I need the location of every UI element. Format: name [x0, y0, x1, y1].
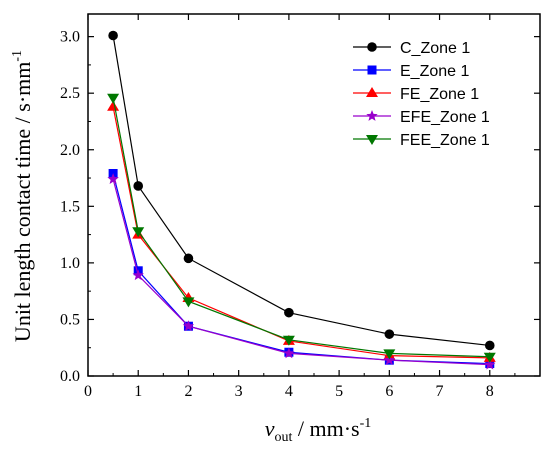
data-point-fee-zone-1 — [132, 227, 145, 238]
legend-label: FEE_Zone 1 — [400, 132, 490, 149]
y-axis-title-main: Unit length contact time / s·mm — [10, 62, 35, 342]
legend-marker — [366, 135, 378, 145]
axis-layer: 0 1 2 3 4 5 6 7 8 0.0 0.5 1.0 1.5 2.0 2.5 3.0 — [60, 13, 541, 400]
data-point-fee-zone-1 — [182, 297, 195, 308]
x-axis-title-superscript: -1 — [360, 416, 372, 431]
legend-entry-e-zone-1: E_Zone 1 — [353, 63, 469, 80]
data-point-fee-zone-1 — [282, 335, 295, 346]
y-tick-label: 0.5 — [60, 311, 80, 328]
legend-label: E_Zone 1 — [400, 63, 469, 80]
legend-label: C_Zone 1 — [400, 40, 470, 57]
plot-layer — [107, 30, 496, 370]
x-tick-label: 8 — [486, 383, 494, 400]
series-efe-zone-1 — [107, 173, 496, 370]
legend-label: EFE_Zone 1 — [400, 109, 490, 126]
x-tick-label: 6 — [385, 383, 393, 400]
data-point-c-zone-1 — [284, 307, 294, 318]
x-axis-title-unit: / mm·s — [292, 416, 359, 441]
data-point-fee-zone-1 — [107, 93, 120, 104]
data-point-c-zone-1 — [484, 340, 495, 351]
series-line-c-zone-1 — [112, 35, 490, 347]
data-point-efe-zone-1 — [484, 358, 496, 370]
legend-marker — [366, 87, 378, 97]
x-tick-label: 1 — [134, 383, 142, 400]
x-axis-title-subscript: out — [274, 430, 292, 445]
legend-marker — [367, 65, 377, 75]
y-tick-label: 2.5 — [60, 85, 80, 102]
data-point-fee-zone-1 — [483, 352, 496, 363]
y-axis-title-superscript: -1 — [10, 50, 25, 62]
y-tick-label: 3.0 — [60, 29, 80, 46]
x-tick-label: 0 — [84, 383, 92, 400]
series-c-zone-1 — [108, 30, 495, 351]
series-line-e-zone-1 — [112, 173, 490, 365]
x-tick-label: 5 — [335, 383, 343, 400]
y-tick-label: 0.0 — [60, 368, 80, 385]
data-point-c-zone-1 — [384, 329, 395, 339]
data-point-efe-zone-1 — [383, 354, 396, 366]
data-point-c-zone-1 — [183, 253, 194, 264]
series-line-fe-zone-1 — [112, 106, 490, 359]
x-tick-label: 4 — [285, 383, 293, 400]
x-axis-title-symbol: v — [265, 416, 275, 441]
series-fee-zone-1 — [107, 93, 496, 363]
data-point-fe-zone-1 — [107, 100, 120, 111]
series-e-zone-1 — [108, 169, 495, 369]
y-tick-label: 1.5 — [60, 198, 80, 215]
series-line-fee-zone-1 — [112, 97, 490, 358]
legend-entry-fee-zone-1: FEE_Zone 1 — [353, 132, 490, 149]
x-tick-label: 7 — [436, 383, 444, 400]
data-point-c-zone-1 — [108, 30, 118, 41]
y-tick-label: 1.0 — [60, 255, 80, 272]
legend: C_Zone 1 E_Zone 1 FE_Zone 1 EFE_Zone 1 FEE_Z… — [353, 40, 490, 149]
data-point-efe-zone-1 — [132, 269, 144, 281]
plot-frame — [87, 13, 541, 377]
x-tick-label: 3 — [235, 383, 243, 400]
data-point-efe-zone-1 — [107, 173, 119, 185]
x-axis-title: vout / mm·s-1 — [265, 416, 372, 445]
y-tick-label: 2.0 — [60, 142, 80, 159]
y-axis-title: Unit length contact time / s·mm-1 — [10, 50, 35, 342]
legend-label: FE_Zone 1 — [400, 86, 479, 103]
data-point-efe-zone-1 — [182, 320, 195, 332]
series-line-efe-zone-1 — [112, 179, 490, 366]
legend-entry-fe-zone-1: FE_Zone 1 — [353, 86, 479, 103]
x-tick-label: 2 — [184, 383, 192, 400]
legend-entry-c-zone-1: C_Zone 1 — [353, 40, 470, 57]
data-point-fee-zone-1 — [383, 349, 396, 360]
data-point-c-zone-1 — [133, 181, 144, 191]
legend-entry-efe-zone-1: EFE_Zone 1 — [353, 109, 490, 126]
data-point-efe-zone-1 — [283, 347, 295, 359]
legend-marker — [367, 42, 377, 52]
legend-marker — [366, 110, 378, 121]
